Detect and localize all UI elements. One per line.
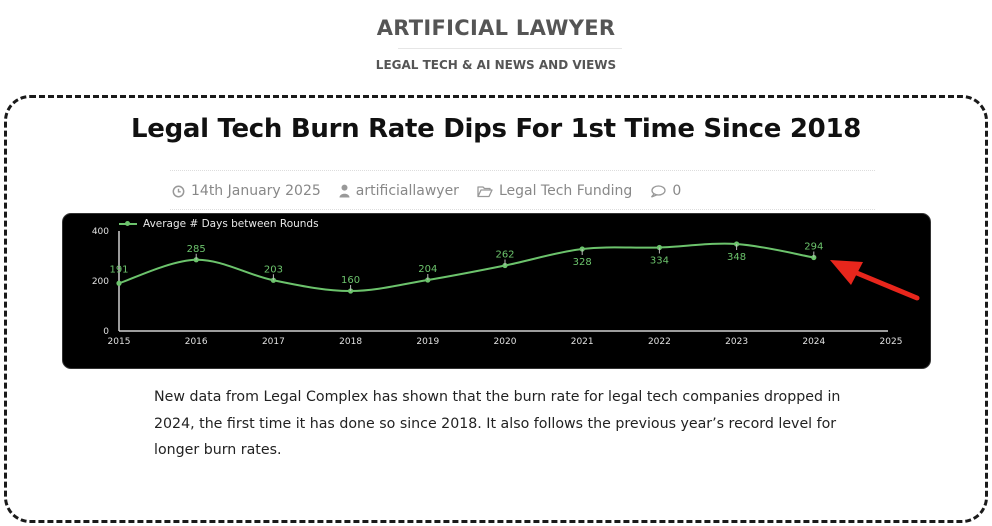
x-tick-label: 2017 <box>262 337 285 347</box>
x-tick-label: 2024 <box>802 337 825 347</box>
burn-rate-chart: 0 200 400 2015 2016 2017 2018 2019 2020 2021 2022 2… <box>62 213 931 369</box>
site-tagline: LEGAL TECH & AI NEWS AND VIEWS <box>375 58 617 72</box>
x-tick-label: 2025 <box>880 337 903 347</box>
post-category[interactable]: Legal Tech Funding <box>477 183 632 199</box>
data-label: 334 <box>650 256 669 267</box>
site-title[interactable]: ARTIFICIAL LAWYER <box>376 16 616 40</box>
data-label: 285 <box>187 244 206 255</box>
line-chart-plot: 0 200 400 2015 2016 2017 2018 2019 2020 2021 2022 2… <box>92 227 903 347</box>
x-tick-label: 2015 <box>108 337 131 347</box>
y-tick-label: 0 <box>103 327 109 337</box>
post-comments-count: 0 <box>672 183 682 199</box>
y-tick-label: 200 <box>92 277 109 287</box>
red-arrow-annotation-icon <box>830 260 920 301</box>
data-label: 294 <box>804 242 823 253</box>
legend-line-marker-icon <box>119 221 137 226</box>
article-intro-paragraph: New data from Legal Complex has shown th… <box>154 389 841 458</box>
post-author[interactable]: artificiallawyer <box>339 183 459 199</box>
series-line <box>118 242 814 293</box>
x-tick-label: 2018 <box>339 337 362 347</box>
header-divider <box>398 48 622 49</box>
meta-divider-bottom <box>170 209 875 210</box>
x-tick-label: 2022 <box>648 337 671 347</box>
x-tick-label: 2016 <box>185 337 208 347</box>
clock-icon <box>172 185 185 197</box>
x-tick-label: 2023 <box>725 337 748 347</box>
post-date-text: 14th January 2025 <box>191 183 321 199</box>
x-tick-label: 2019 <box>416 337 439 347</box>
data-label: 348 <box>727 252 746 263</box>
folder-icon <box>477 185 493 197</box>
comment-icon <box>651 184 666 198</box>
post-comments[interactable]: 0 <box>650 183 681 199</box>
data-label: 160 <box>341 275 360 286</box>
post-author-text: artificiallawyer <box>355 183 459 199</box>
x-tick-label: 2021 <box>571 337 594 347</box>
post-title: Legal Tech Burn Rate Dips For 1st Time S… <box>130 114 862 144</box>
post-date[interactable]: 14th January 2025 <box>172 183 321 199</box>
content-frame-border <box>4 95 988 523</box>
y-tick-label: 400 <box>92 227 109 237</box>
post-meta: 14th January 2025 artificiallawyer Legal… <box>172 180 681 202</box>
x-tick-label: 2020 <box>494 337 517 347</box>
data-label: 191 <box>109 264 128 275</box>
legend-label: Average # Days between Rounds <box>143 218 319 230</box>
data-point[interactable] <box>116 280 122 286</box>
chart-legend: Average # Days between Rounds <box>119 217 319 231</box>
data-label: 203 <box>264 264 283 275</box>
data-label: 204 <box>418 264 437 275</box>
data-label: 328 <box>573 257 592 268</box>
meta-divider-top <box>170 170 875 171</box>
post-category-text: Legal Tech Funding <box>498 183 633 199</box>
data-label: 262 <box>495 250 514 261</box>
user-icon <box>339 184 350 198</box>
